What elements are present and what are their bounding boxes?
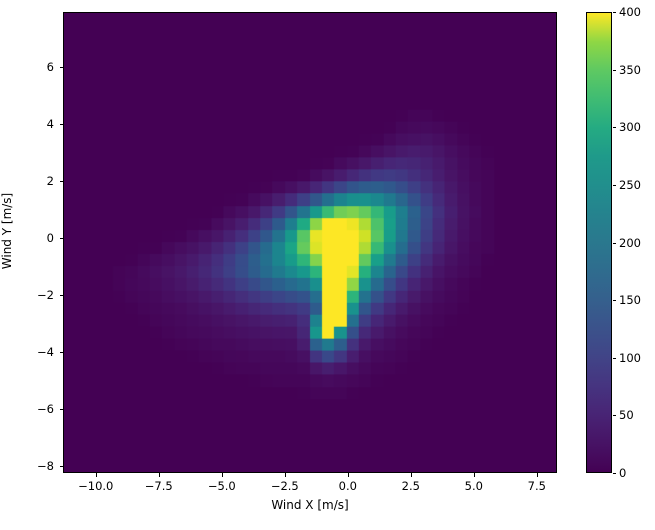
colorbar-tick-mark bbox=[612, 127, 616, 129]
x-tick-mark bbox=[347, 473, 349, 477]
colorbar-tick-label: 50 bbox=[619, 408, 634, 423]
x-tick-label: 0.0 bbox=[338, 479, 357, 493]
colorbar-tick-mark bbox=[612, 415, 616, 417]
x-tick-mark bbox=[158, 473, 160, 477]
colorbar-tick-mark bbox=[612, 300, 616, 302]
x-tick-mark bbox=[221, 473, 223, 477]
colorbar-tick-mark bbox=[612, 242, 616, 244]
x-tick-label: −7.5 bbox=[144, 479, 173, 493]
y-tick-mark bbox=[59, 351, 63, 353]
wind-histogram-heatmap bbox=[64, 13, 556, 472]
colorbar-tick-label: 350 bbox=[619, 62, 641, 77]
colorbar-tick-label: 150 bbox=[619, 293, 641, 308]
y-tick-label: 0 bbox=[46, 230, 54, 245]
x-tick-mark bbox=[473, 473, 475, 477]
y-tick-label: −8 bbox=[37, 458, 54, 473]
x-tick-label: −5.0 bbox=[207, 479, 236, 493]
y-tick-label: −6 bbox=[37, 401, 54, 416]
colorbar-tick-label: 200 bbox=[619, 235, 641, 250]
x-tick-label: −10.0 bbox=[78, 479, 114, 493]
colorbar-tick-label: 0 bbox=[619, 466, 627, 480]
y-tick-label: 4 bbox=[46, 116, 54, 131]
colorbar bbox=[586, 12, 612, 473]
y-tick-mark bbox=[59, 294, 63, 296]
y-axis-label-text: Wind Y [m/s] bbox=[0, 192, 14, 269]
x-tick-mark bbox=[95, 473, 97, 477]
y-tick-label: 6 bbox=[46, 59, 54, 74]
y-tick-mark bbox=[59, 465, 63, 467]
y-tick-mark bbox=[59, 123, 63, 125]
y-tick-label: −2 bbox=[37, 287, 54, 302]
y-tick-mark bbox=[59, 66, 63, 68]
colorbar-tick-mark bbox=[612, 184, 616, 186]
colorbar-tick-label: 400 bbox=[619, 5, 641, 19]
y-tick-mark bbox=[59, 180, 63, 182]
x-tick-label: 5.0 bbox=[464, 479, 483, 493]
x-tick-mark bbox=[536, 473, 538, 477]
x-tick-label: 2.5 bbox=[401, 479, 420, 493]
y-tick-label: −4 bbox=[37, 344, 54, 359]
y-tick-mark bbox=[59, 408, 63, 410]
y-axis-label: Wind Y [m/s] bbox=[0, 0, 14, 461]
x-tick-label: −2.5 bbox=[270, 479, 299, 493]
plot-axes bbox=[63, 12, 557, 473]
colorbar-tick-mark bbox=[612, 473, 616, 474]
colorbar-tick-label: 100 bbox=[619, 350, 641, 365]
y-tick-label: 2 bbox=[46, 173, 54, 188]
colorbar-tick-mark bbox=[612, 357, 616, 359]
colorbar-tick-mark bbox=[612, 12, 616, 13]
y-tick-mark bbox=[59, 237, 63, 239]
x-tick-label: 7.5 bbox=[527, 479, 546, 493]
x-tick-mark bbox=[410, 473, 412, 477]
x-axis-label: Wind X [m/s] bbox=[271, 498, 349, 512]
colorbar-tick-label: 300 bbox=[619, 120, 641, 135]
x-tick-mark bbox=[284, 473, 286, 477]
colorbar-tick-mark bbox=[612, 69, 616, 71]
colorbar-tick-label: 250 bbox=[619, 177, 641, 192]
